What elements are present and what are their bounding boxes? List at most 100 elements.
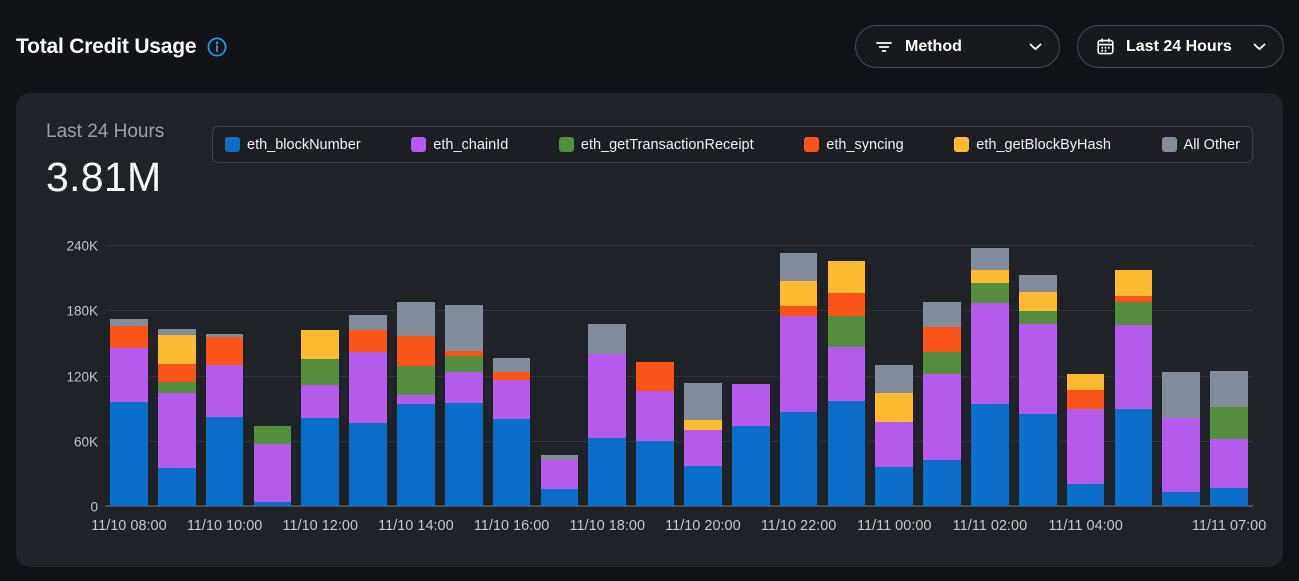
legend-label: eth_chainId: [433, 136, 509, 153]
bar-segment: [110, 318, 148, 326]
bar-segment: [1210, 438, 1248, 488]
bar-segment: [349, 351, 387, 424]
bar-segment: [349, 329, 387, 352]
bar-segment: [923, 374, 961, 461]
bar-segment: [779, 280, 818, 306]
stacked-bar[interactable]: [779, 252, 818, 506]
bar-segment: [875, 466, 914, 506]
stacked-bar[interactable]: [588, 324, 627, 506]
summary-total-value: 3.81M: [46, 154, 162, 200]
bar-segment: [779, 315, 818, 413]
stacked-bar[interactable]: [253, 425, 292, 506]
bar-segment: [444, 350, 483, 356]
bar-segment: [444, 402, 483, 506]
bar-segment: [1066, 484, 1105, 506]
stacked-bar[interactable]: [540, 454, 579, 506]
bar-segment: [110, 348, 148, 402]
stacked-bar[interactable]: [875, 364, 914, 506]
stacked-bar[interactable]: [301, 329, 340, 506]
bar-segment: [157, 382, 196, 393]
bar-segment: [205, 334, 244, 338]
bar-segment: [397, 301, 435, 337]
legend-item[interactable]: All Other: [1161, 137, 1240, 153]
bar-segment: [397, 395, 435, 404]
stacked-bar[interactable]: [1114, 270, 1153, 506]
legend-item[interactable]: eth_getTransactionReceipt: [558, 136, 754, 153]
bar-segment: [971, 248, 1009, 271]
stacked-bar[interactable]: [971, 248, 1009, 506]
bar-segment: [157, 335, 196, 364]
bar-segment: [1114, 325, 1153, 410]
bar-segment: [1114, 409, 1153, 506]
x-tick-label: 11/10 18:00: [569, 518, 646, 534]
stacked-bar[interactable]: [636, 362, 674, 506]
bar-segment: [875, 364, 914, 393]
bar-segment: [1210, 371, 1248, 408]
y-tick-label: 180K: [66, 303, 98, 319]
page-title: Total Credit Usage: [16, 34, 197, 58]
method-filter-dropdown[interactable]: Method: [855, 25, 1060, 68]
stacked-bar[interactable]: [827, 261, 866, 506]
legend-item[interactable]: eth_chainId: [411, 137, 508, 153]
bar-segment: [1018, 413, 1057, 506]
usage-summary: Last 24 Hours 3.81M: [46, 121, 196, 201]
bar-segment: [157, 467, 196, 506]
bar-segment: [1018, 291, 1057, 312]
legend-item[interactable]: eth_getBlockByHash: [954, 137, 1111, 153]
bar-segment: [875, 392, 914, 423]
legend-item[interactable]: eth_syncing: [804, 137, 904, 153]
stacked-bar[interactable]: [684, 383, 722, 506]
bar-segment: [157, 363, 196, 383]
bar-segment: [731, 384, 770, 426]
stacked-bar[interactable]: [731, 384, 770, 506]
stacked-bar[interactable]: [110, 318, 148, 506]
x-tick-label: 11/11 04:00: [1048, 518, 1123, 534]
bar-segment: [1162, 372, 1201, 418]
legend-item[interactable]: eth_blockNumber: [225, 137, 361, 153]
legend-swatch: [804, 137, 820, 152]
bar-segment: [684, 420, 722, 430]
stacked-bar[interactable]: [923, 301, 961, 506]
bar-segment: [588, 437, 627, 506]
stacked-bar[interactable]: [1210, 371, 1248, 506]
bar-segment: [397, 336, 435, 366]
bar-segment: [779, 252, 818, 281]
bar-segment: [1018, 275, 1057, 292]
bar-segment: [444, 372, 483, 403]
x-tick-label: 11/11 07:00: [1191, 518, 1267, 534]
bar-segment: [827, 315, 866, 348]
stacked-bar[interactable]: [492, 358, 531, 506]
stacked-bar[interactable]: [1162, 372, 1201, 506]
bar-segment: [253, 501, 292, 506]
stacked-bar[interactable]: [157, 328, 196, 506]
gridline: [105, 310, 1253, 312]
bar-segment: [397, 365, 435, 396]
bar-segment: [492, 419, 531, 506]
bar-segment: [588, 353, 627, 438]
stacked-bar[interactable]: [397, 301, 435, 506]
credit-usage-chart-panel: Last 24 Hours 3.81M eth_blockNumber eth_c…: [16, 93, 1283, 567]
bar-segment: [1114, 301, 1153, 326]
bar-segment: [492, 379, 531, 419]
legend-label: eth_getTransactionReceipt: [580, 136, 754, 153]
summary-period-label: Last 24 Hours: [46, 121, 165, 142]
stacked-bar[interactable]: [349, 314, 387, 506]
bar-segment: [971, 283, 1009, 303]
stacked-bar[interactable]: [205, 334, 244, 506]
info-icon[interactable]: [206, 36, 228, 58]
bar-segment: [301, 385, 340, 418]
bar-segment: [349, 423, 387, 506]
bar-segment: [684, 465, 722, 506]
stacked-bar[interactable]: [1018, 275, 1057, 506]
bar-segment: [827, 292, 866, 316]
legend-label: eth_blockNumber: [247, 136, 361, 153]
stacked-bar[interactable]: [444, 304, 483, 506]
bar-segment: [636, 390, 674, 441]
x-tick-label: 11/11 02:00: [952, 518, 1028, 534]
bar-segment: [301, 417, 340, 506]
bar-segment: [923, 351, 961, 375]
bar-segment: [1210, 487, 1248, 506]
date-range-dropdown[interactable]: Last 24 Hours: [1077, 25, 1284, 68]
y-tick-label: 240K: [66, 238, 98, 254]
stacked-bar[interactable]: [1066, 374, 1105, 506]
